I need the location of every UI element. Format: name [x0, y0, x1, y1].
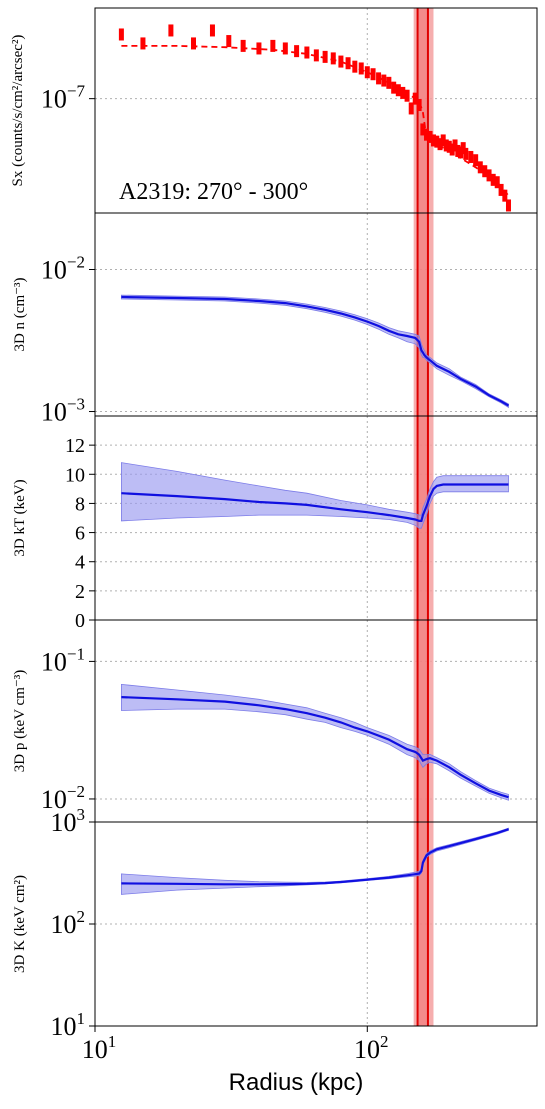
- front-core-band: [417, 8, 428, 213]
- sx-data-point: [370, 68, 376, 81]
- sx-data-point: [498, 183, 504, 196]
- panel-annotation: A2319: 270° - 300°: [119, 179, 308, 205]
- sx-data-point: [490, 173, 496, 186]
- sx-data-point: [468, 150, 474, 163]
- sx-data-point: [395, 84, 401, 97]
- sx-data-point: [494, 176, 500, 189]
- y-tick-label: 102: [51, 907, 86, 939]
- panel-n: 10−2 10−3 3D n (cm⁻³): [12, 212, 538, 427]
- y-tick-label: 10: [65, 464, 85, 486]
- y-tick-label: 8: [75, 493, 85, 515]
- sx-data-point: [486, 169, 492, 182]
- y-tick-label: 103: [51, 805, 86, 837]
- n-profile-line: [121, 295, 510, 407]
- sx-data-point: [430, 134, 436, 147]
- p-uncertainty-band: [121, 683, 509, 801]
- front-core-band: [417, 213, 428, 416]
- y-tick-label: 4: [75, 552, 85, 574]
- n-uncertainty-band: [121, 294, 509, 409]
- y-tick-label: 10−3: [41, 395, 85, 427]
- sx-data-point: [452, 139, 458, 152]
- sx-data-point: [322, 50, 328, 63]
- y-tick-label: 101: [51, 1009, 86, 1041]
- sx-data-point: [140, 37, 146, 50]
- sx-data-point: [434, 135, 440, 148]
- front-core-band: [417, 822, 428, 1026]
- sx-y-axis-label: Sx (counts/s/cm²/arcsec²): [10, 35, 26, 187]
- sx-data-point: [477, 161, 483, 174]
- panel-p: 10−1 10−2 3D p (keV cm⁻³): [12, 619, 538, 823]
- K-profile-line: [121, 828, 509, 886]
- sx-data-point: [460, 142, 466, 155]
- sx-data-point: [416, 99, 422, 112]
- panel-sx: 10−7 Sx (counts/s/cm²/arcsec²) A2319: 270°…: [10, 7, 538, 214]
- y-tick-label: 10−2: [41, 253, 85, 285]
- kT-profile-line: [121, 483, 509, 522]
- sx-data-point: [118, 28, 124, 41]
- sx-data-point: [482, 165, 488, 178]
- panel-K: 103 102 101 3D K (keV cm²): [12, 805, 538, 1041]
- p-y-axis-label: 3D p (keV cm⁻³): [12, 670, 28, 773]
- sx-data-point: [345, 57, 351, 70]
- y-tick-label: 2: [75, 581, 85, 603]
- x-tick-label: 101: [82, 1032, 117, 1064]
- sx-data-point: [209, 24, 215, 37]
- sx-data-point: [404, 89, 410, 102]
- sx-data-point: [463, 147, 469, 160]
- sx-data-point: [358, 62, 364, 75]
- sx-data-point: [240, 39, 246, 52]
- panel-kT: 0 2 4 6 8 10 12 3D kT (keV): [12, 415, 538, 632]
- sx-data-point: [168, 24, 174, 37]
- y-tick-label: 0: [75, 610, 85, 632]
- sx-data-point: [449, 143, 455, 156]
- sx-data-point: [294, 45, 300, 58]
- sx-data-point: [391, 81, 397, 94]
- sx-data-point: [313, 49, 319, 62]
- sx-data-point: [400, 86, 406, 99]
- kT-uncertainty-band: [121, 462, 509, 529]
- sx-data-point: [443, 139, 449, 152]
- y-tick-label: 10−1: [41, 644, 85, 676]
- y-tick-label: 6: [75, 523, 85, 545]
- sx-data-point: [437, 138, 443, 151]
- sx-data-point: [376, 72, 382, 85]
- y-tick-label: 10−2: [41, 782, 85, 814]
- front-core-band: [417, 620, 428, 822]
- sx-data-point: [386, 76, 392, 89]
- sx-data-point: [458, 146, 464, 159]
- x-tick-label: 102: [354, 1032, 389, 1064]
- y-tick-label: 12: [65, 435, 85, 457]
- sx-data-point: [381, 74, 387, 87]
- sx-data-point: [304, 46, 310, 59]
- sx-data-point: [338, 55, 344, 68]
- sx-data-point: [424, 128, 430, 141]
- sx-data-point: [446, 140, 452, 153]
- sx-data-point: [270, 39, 276, 52]
- sx-data-point: [408, 102, 414, 115]
- sx-data-point: [352, 60, 358, 73]
- sx-data-point: [505, 199, 511, 212]
- kT-y-axis-label: 3D kT (keV): [12, 479, 28, 556]
- y-tick-label: 10−7: [41, 82, 86, 114]
- n-y-axis-label: 3D n (cm⁻³): [12, 277, 28, 351]
- sx-data-point: [282, 42, 288, 55]
- sx-data-point: [427, 130, 433, 143]
- sx-data-point: [330, 52, 336, 65]
- sx-data-point: [455, 144, 461, 157]
- sx-model-line: [121, 45, 510, 197]
- x-axis-label: Radius (kpc): [229, 1069, 364, 1096]
- sx-data-point: [502, 189, 508, 202]
- sx-data-point: [364, 66, 370, 79]
- sx-data-point: [440, 134, 446, 147]
- sx-data-point: [412, 92, 418, 105]
- p-profile-line: [121, 696, 509, 799]
- sx-data-point: [256, 42, 262, 55]
- K-y-axis-label: 3D K (keV cm²): [12, 875, 28, 973]
- sx-data-point: [190, 37, 196, 50]
- sx-data-point: [226, 35, 232, 48]
- sx-data-point: [473, 154, 479, 167]
- sx-data-point: [420, 123, 426, 136]
